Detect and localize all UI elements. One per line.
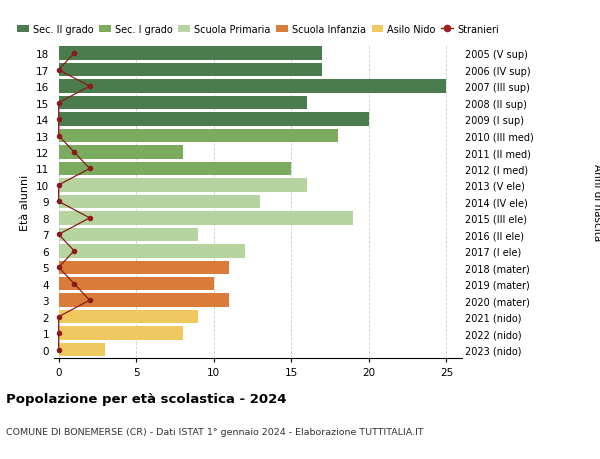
Bar (59, 327, 183, 340)
Bar (59, 343, 105, 357)
Legend: Sec. II grado, Sec. I grado, Scuola Primaria, Scuola Infanzia, Asilo Nido, Stran: Sec. II grado, Sec. I grado, Scuola Prim… (17, 25, 499, 35)
Text: Anni di nascita: Anni di nascita (592, 163, 600, 241)
Bar (59, 294, 229, 307)
Y-axis label: Età alunni: Età alunni (20, 174, 31, 230)
Bar (59, 97, 307, 110)
Text: COMUNE DI BONEMERSE (CR) - Dati ISTAT 1° gennaio 2024 - Elaborazione TUTTITALIA.: COMUNE DI BONEMERSE (CR) - Dati ISTAT 1°… (6, 427, 424, 436)
Text: Popolazione per età scolastica - 2024: Popolazione per età scolastica - 2024 (6, 392, 287, 405)
Bar (59, 245, 245, 258)
Bar (59, 129, 338, 143)
Bar (59, 179, 307, 192)
Bar (59, 310, 198, 324)
Bar (59, 47, 322, 61)
Bar (59, 162, 292, 176)
Bar (59, 277, 214, 291)
Bar (59, 80, 446, 94)
Bar (59, 261, 229, 274)
Bar (59, 113, 369, 127)
Bar (59, 64, 322, 77)
Bar (59, 228, 198, 241)
Bar (59, 212, 353, 225)
Bar (59, 146, 183, 159)
Bar (59, 195, 260, 209)
